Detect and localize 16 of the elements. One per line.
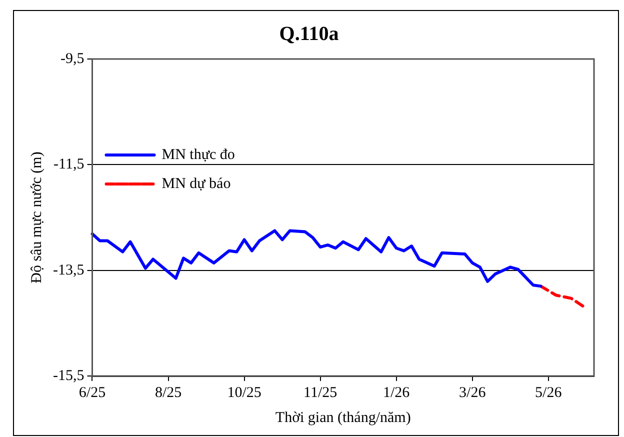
y-tick-label: -9,5	[60, 50, 84, 67]
x-tick-label: 8/25	[154, 384, 182, 401]
legend-label: MN dự báo	[162, 176, 231, 192]
x-tick-label: 11/25	[304, 384, 338, 401]
x-tick-label: 6/25	[78, 384, 106, 401]
y-tick-label: -11,5	[54, 156, 84, 173]
y-tick-label: -15,5	[52, 368, 84, 384]
y-axis-title: Độ sâu mực nước (m)	[28, 152, 45, 284]
x-tick-label: 10/25	[227, 384, 262, 401]
x-axis-title: Thời gian (tháng/năm)	[275, 410, 411, 426]
x-tick-label: 5/26	[535, 384, 562, 401]
chart-title: Q.110a	[279, 23, 339, 46]
legend-label: MN thực đo	[162, 146, 235, 163]
y-tick-label: -13,5	[52, 262, 84, 278]
x-tick-label: 3/26	[459, 384, 486, 401]
x-tick-label: 1/26	[383, 384, 410, 401]
